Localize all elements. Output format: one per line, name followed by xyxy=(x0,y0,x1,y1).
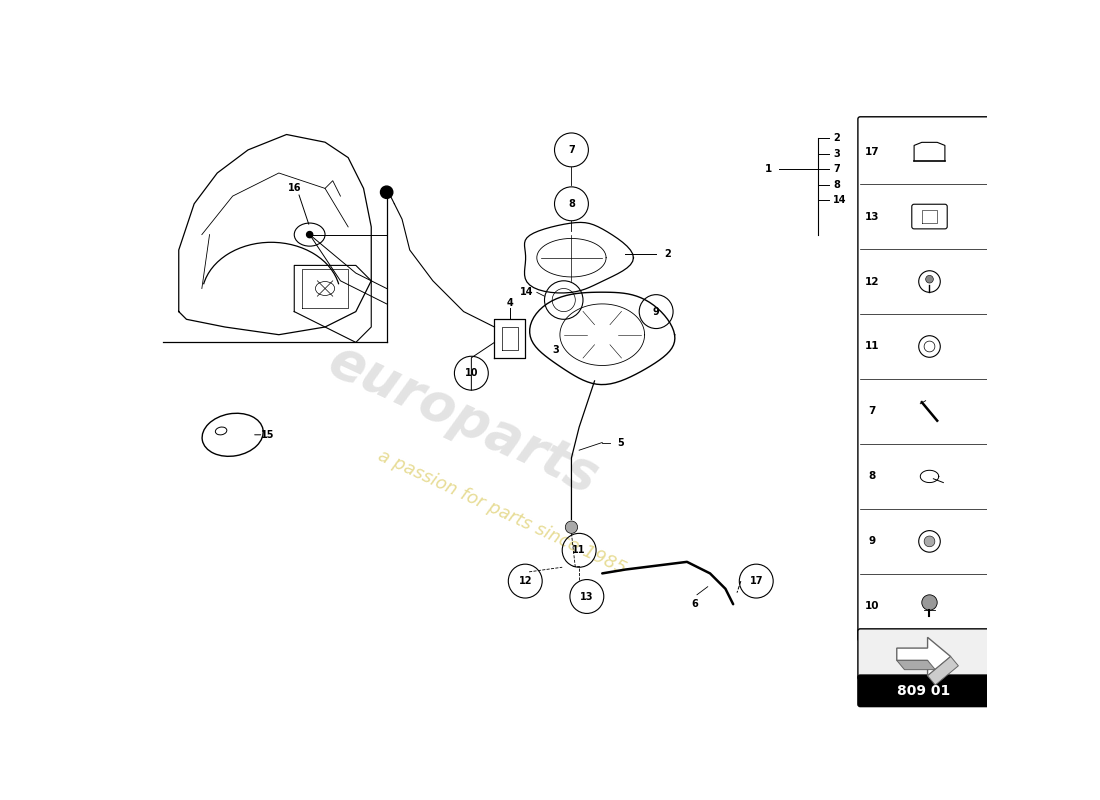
Text: 11: 11 xyxy=(572,546,586,555)
Text: 2: 2 xyxy=(834,134,840,143)
Text: 8: 8 xyxy=(868,471,876,482)
Polygon shape xyxy=(896,661,935,670)
Text: a passion for parts since 1985: a passion for parts since 1985 xyxy=(375,446,629,578)
Text: 10: 10 xyxy=(865,602,879,611)
Text: 13: 13 xyxy=(865,211,879,222)
Text: 8: 8 xyxy=(834,179,840,190)
Text: 809 01: 809 01 xyxy=(898,684,950,698)
Circle shape xyxy=(922,595,937,610)
Circle shape xyxy=(307,231,312,238)
Text: 7: 7 xyxy=(868,406,876,417)
Text: 3: 3 xyxy=(834,149,840,158)
Text: 14: 14 xyxy=(834,195,847,205)
Text: 11: 11 xyxy=(865,342,879,351)
FancyBboxPatch shape xyxy=(858,675,990,706)
Text: 9: 9 xyxy=(868,536,876,546)
Text: europarts: europarts xyxy=(320,334,607,505)
Circle shape xyxy=(924,536,935,546)
Text: 17: 17 xyxy=(749,576,763,586)
Text: 15: 15 xyxy=(261,430,274,440)
Polygon shape xyxy=(927,657,958,685)
Text: 7: 7 xyxy=(834,164,840,174)
Text: 9: 9 xyxy=(652,306,660,317)
Text: 7: 7 xyxy=(568,145,575,155)
Circle shape xyxy=(565,521,578,534)
Circle shape xyxy=(381,186,393,198)
Text: 6: 6 xyxy=(691,599,698,610)
Text: 3: 3 xyxy=(552,345,560,355)
Circle shape xyxy=(925,275,933,283)
Text: 12: 12 xyxy=(518,576,532,586)
Text: 5: 5 xyxy=(618,438,625,447)
Text: 1: 1 xyxy=(764,164,772,174)
Text: 8: 8 xyxy=(568,199,575,209)
Text: 13: 13 xyxy=(580,591,594,602)
Text: 16: 16 xyxy=(287,183,301,194)
Polygon shape xyxy=(896,638,950,676)
Text: 10: 10 xyxy=(464,368,478,378)
Text: 4: 4 xyxy=(506,298,514,308)
Text: 17: 17 xyxy=(865,146,879,157)
Text: 2: 2 xyxy=(663,249,671,259)
Text: 12: 12 xyxy=(865,277,879,286)
Text: 14: 14 xyxy=(519,287,534,298)
FancyBboxPatch shape xyxy=(858,629,990,680)
